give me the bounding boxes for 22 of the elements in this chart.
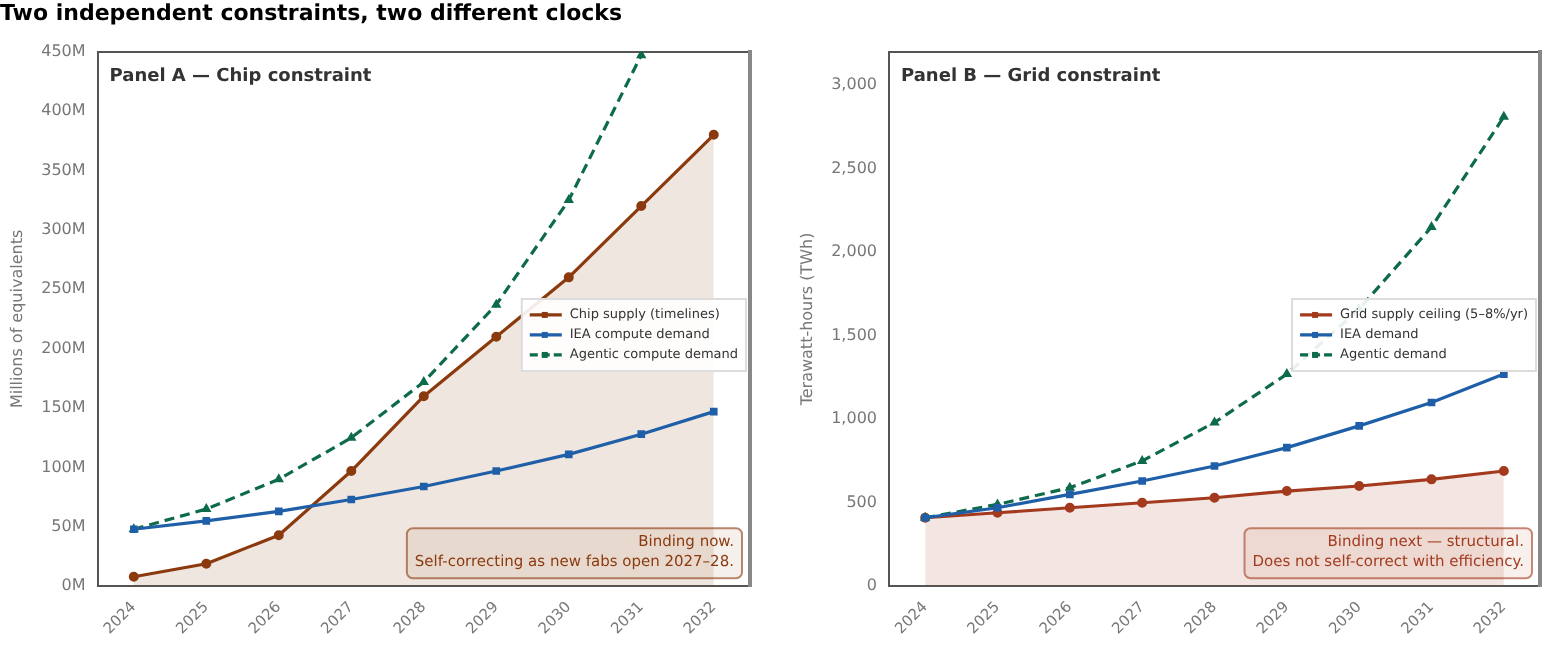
y-tick-label: 50M: [51, 517, 86, 536]
text: Panel B — Grid constraint: [901, 67, 1162, 88]
y-tick-label: 250M: [41, 279, 86, 298]
y-tick-label: 1,500: [831, 325, 877, 344]
y-tick-label: 300M: [41, 219, 86, 238]
y-tick-label: 500: [846, 492, 877, 511]
y-tick-label: 350M: [41, 160, 86, 179]
y-tick-label: 450M: [41, 41, 86, 60]
chart-title: Two independent constraints, two different clocks: [0, 0, 625, 30]
y-tick-label: 400M: [41, 101, 86, 120]
y-tick-label: 2,500: [831, 158, 877, 177]
y-tick-label: 200M: [41, 338, 86, 357]
y-tick-label: 0M: [61, 576, 86, 595]
y-tick-label: 100M: [41, 457, 86, 476]
y-tick-label: 3,000: [831, 75, 877, 94]
y-axis-title: Millions of equivalents: [7, 229, 26, 409]
y-tick-label: 1,000: [831, 409, 877, 428]
y-tick-label: 150M: [41, 398, 86, 417]
y-axis-title: Terawatt-hours (TWh): [797, 232, 816, 408]
y-tick-label: 0: [866, 576, 877, 595]
y-tick-label: 2,000: [831, 242, 877, 261]
text: Panel A — Chip constraint: [109, 67, 373, 88]
